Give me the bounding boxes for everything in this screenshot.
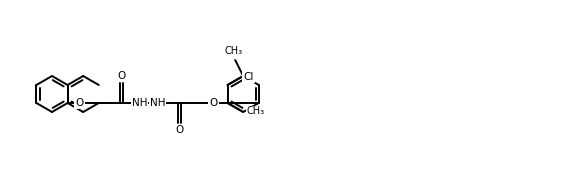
Text: Cl: Cl [243, 72, 254, 82]
Text: NH: NH [132, 98, 147, 108]
Text: CH₃: CH₃ [224, 46, 242, 56]
Text: O: O [176, 125, 184, 135]
Text: O: O [75, 98, 84, 108]
Text: O: O [209, 98, 218, 108]
Text: CH₃: CH₃ [247, 106, 264, 116]
Text: O: O [117, 71, 126, 81]
Text: NH: NH [150, 98, 165, 108]
